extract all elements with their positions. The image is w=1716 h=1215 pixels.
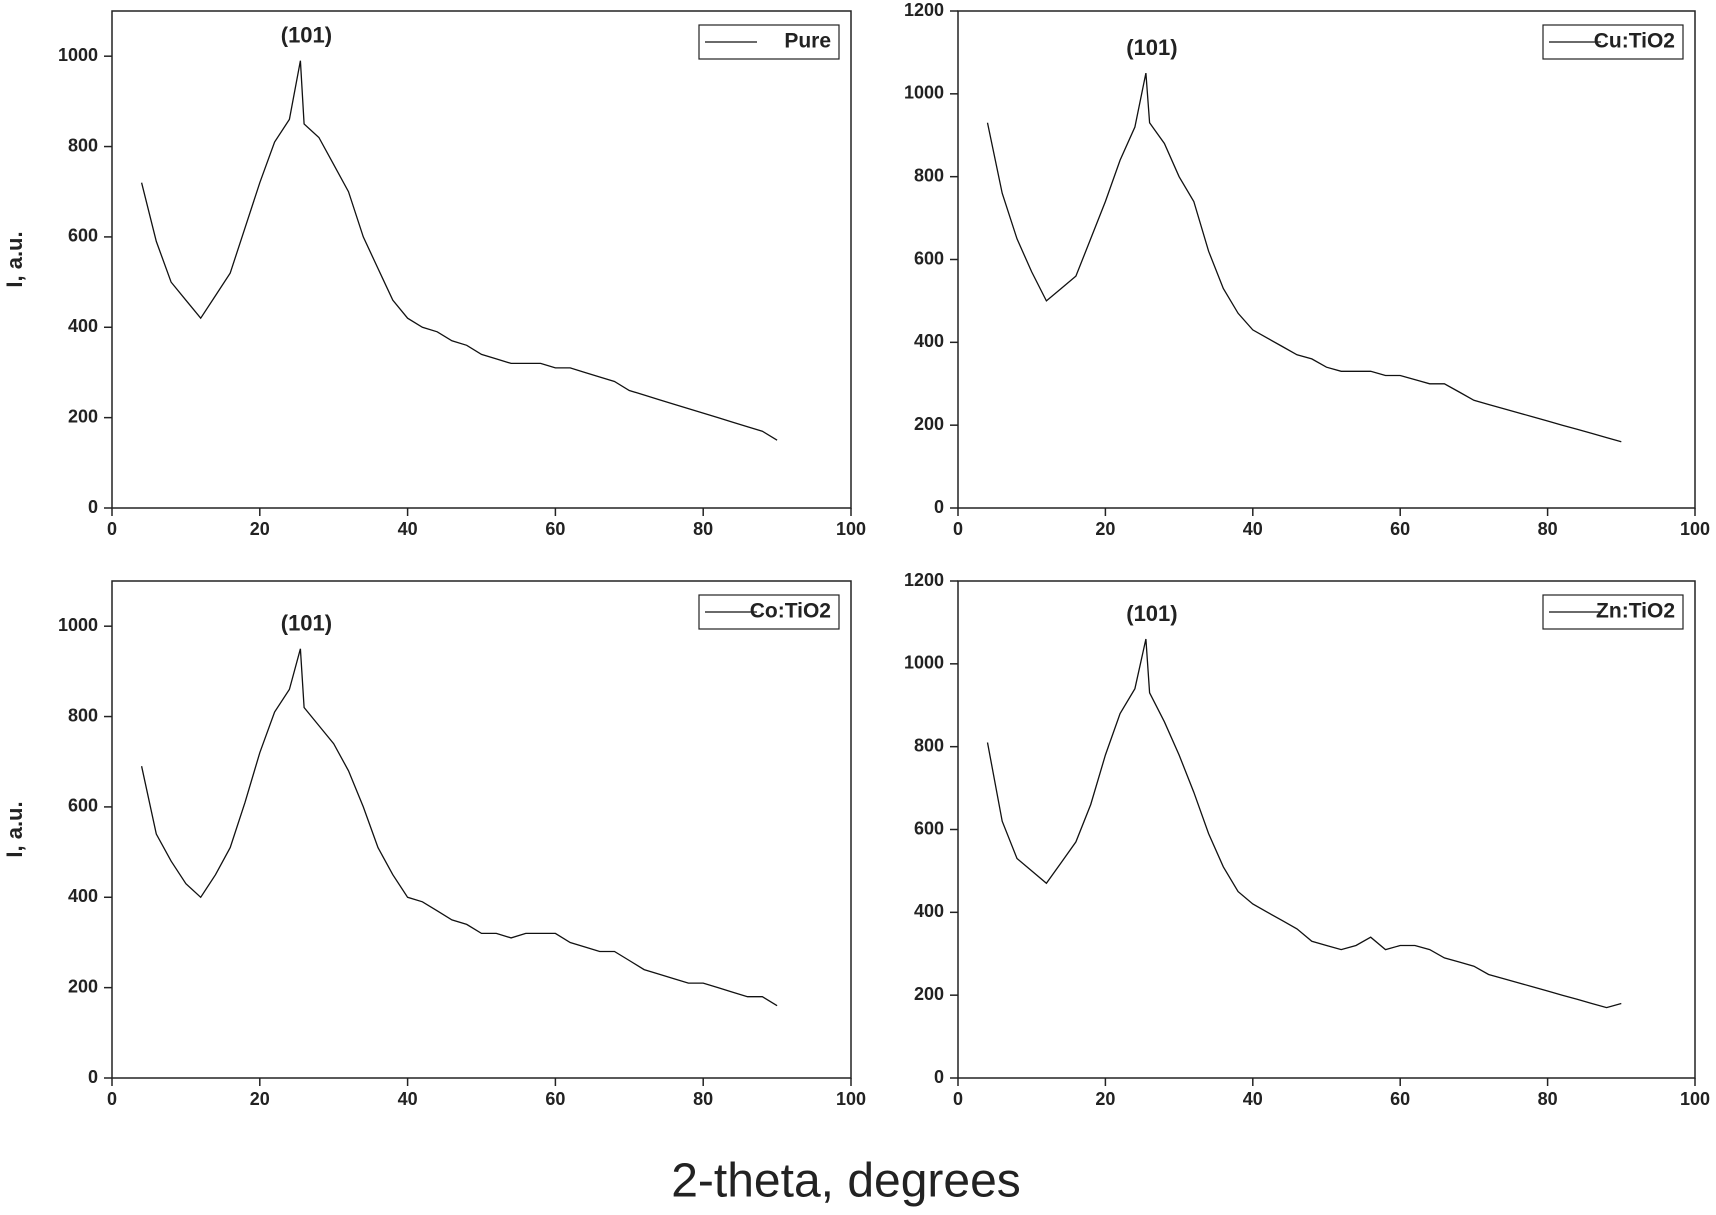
x-tick-label: 80	[1538, 1089, 1558, 1109]
y-tick-label: 600	[914, 248, 944, 268]
y-tick-label: 1000	[904, 653, 944, 673]
y-tick-label: 800	[68, 705, 98, 725]
x-tick-label: 60	[545, 519, 565, 539]
plot-frame	[111, 10, 852, 509]
y-tick-label: 400	[914, 331, 944, 351]
legend: Pure	[698, 24, 840, 60]
x-axis-label: 2-theta, degrees	[671, 1155, 1021, 1208]
x-tick-label: 100	[1680, 519, 1710, 539]
y-tick-label: 0	[934, 497, 944, 517]
y-tick-label: 400	[68, 886, 98, 906]
y-tick-label: 400	[914, 901, 944, 921]
x-tick-label: 20	[250, 519, 270, 539]
data-line	[140, 60, 778, 441]
y-tick-label: 200	[914, 984, 944, 1004]
x-tick-label: 40	[398, 1089, 418, 1109]
y-tick-label: 1200	[904, 0, 944, 20]
y-tick-label: 0	[88, 1067, 98, 1087]
legend: Zn:TiO2	[1542, 594, 1684, 630]
x-tick-label: 100	[836, 1089, 866, 1109]
x-tick-label: 100	[836, 519, 866, 539]
legend: Co:TiO2	[698, 594, 840, 630]
legend-label: Zn:TiO2	[1596, 600, 1675, 623]
y-axis-label: I, a.u.	[2, 231, 27, 287]
data-line	[140, 648, 778, 1007]
y-tick-label: 200	[914, 414, 944, 434]
legend-label: Cu:TiO2	[1594, 30, 1675, 53]
y-tick-label: 200	[68, 406, 98, 426]
y-tick-label: 400	[68, 316, 98, 336]
legend-label: Pure	[784, 30, 831, 53]
y-tick-label: 1000	[58, 615, 98, 635]
y-tick-label: 800	[914, 735, 944, 755]
x-tick-label: 20	[1095, 1089, 1115, 1109]
x-tick-label: 40	[398, 519, 418, 539]
y-tick-label: 1200	[904, 570, 944, 590]
y-tick-label: 0	[88, 497, 98, 517]
plot-frame	[111, 580, 852, 1079]
x-tick-label: 80	[693, 1089, 713, 1109]
y-tick-label: 600	[68, 226, 98, 246]
x-tick-label: 0	[107, 519, 117, 539]
x-tick-label: 20	[1095, 519, 1115, 539]
x-tick-label: 80	[1538, 519, 1558, 539]
y-tick-label: 800	[914, 165, 944, 185]
legend-label: Co:TiO2	[750, 600, 831, 623]
x-tick-label: 20	[250, 1089, 270, 1109]
x-tick-label: 100	[1680, 1089, 1710, 1109]
x-tick-label: 60	[1390, 519, 1410, 539]
data-line	[986, 72, 1622, 443]
y-tick-label: 0	[934, 1067, 944, 1087]
x-tick-label: 40	[1243, 519, 1263, 539]
y-tick-label: 600	[68, 796, 98, 816]
peak-annotation: (101)	[1126, 601, 1177, 626]
y-tick-label: 200	[68, 976, 98, 996]
peak-annotation: (101)	[281, 23, 332, 48]
data-line	[986, 638, 1622, 1009]
x-tick-label: 60	[545, 1089, 565, 1109]
x-tick-label: 0	[953, 519, 963, 539]
x-tick-label: 40	[1243, 1089, 1263, 1109]
legend: Cu:TiO2	[1542, 24, 1684, 60]
x-tick-label: 80	[693, 519, 713, 539]
peak-annotation: (101)	[1126, 35, 1177, 60]
y-axis-label: I, a.u.	[2, 801, 27, 857]
plot-frame	[957, 580, 1696, 1079]
x-tick-label: 60	[1390, 1089, 1410, 1109]
y-tick-label: 600	[914, 818, 944, 838]
plot-frame	[957, 10, 1696, 509]
y-tick-label: 800	[68, 135, 98, 155]
x-tick-label: 0	[107, 1089, 117, 1109]
x-tick-label: 0	[953, 1089, 963, 1109]
peak-annotation: (101)	[281, 611, 332, 636]
y-tick-label: 1000	[904, 83, 944, 103]
y-tick-label: 1000	[58, 45, 98, 65]
